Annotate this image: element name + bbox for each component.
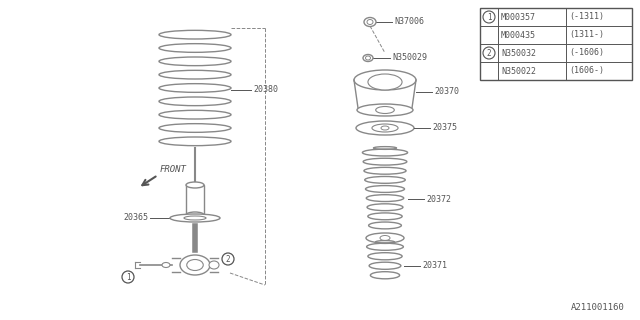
Text: N350029: N350029 (392, 53, 427, 62)
Text: A211001160: A211001160 (572, 303, 625, 312)
Ellipse shape (363, 54, 373, 61)
Text: N37006: N37006 (394, 18, 424, 27)
Text: (-1606): (-1606) (569, 49, 604, 58)
Text: 2: 2 (486, 49, 492, 58)
Ellipse shape (357, 104, 413, 116)
Text: 20371: 20371 (422, 261, 447, 270)
Text: 20370: 20370 (434, 87, 459, 97)
Ellipse shape (364, 18, 376, 27)
Ellipse shape (209, 261, 219, 269)
Text: N350022: N350022 (501, 67, 536, 76)
Ellipse shape (170, 214, 220, 222)
Ellipse shape (186, 212, 204, 218)
Ellipse shape (368, 74, 402, 90)
Ellipse shape (366, 233, 404, 243)
Text: 1: 1 (125, 273, 131, 282)
Ellipse shape (180, 255, 210, 275)
Text: 1: 1 (486, 12, 492, 21)
Bar (186, 185, 204, 215)
Text: 20372: 20372 (426, 195, 451, 204)
Text: (1311-): (1311-) (569, 30, 604, 39)
Text: 20375: 20375 (432, 124, 457, 132)
Text: (-1311): (-1311) (569, 12, 604, 21)
Text: 20365: 20365 (123, 213, 148, 222)
Text: (1606-): (1606-) (569, 67, 604, 76)
Ellipse shape (162, 262, 170, 268)
Bar (480, 8, 632, 80)
Text: FRONT: FRONT (160, 165, 187, 174)
Text: 2: 2 (226, 254, 230, 263)
Ellipse shape (356, 121, 414, 135)
Text: 20380: 20380 (253, 85, 278, 94)
Ellipse shape (372, 124, 398, 132)
Text: M000357: M000357 (501, 12, 536, 21)
Text: M000435: M000435 (501, 30, 536, 39)
Text: N350032: N350032 (501, 49, 536, 58)
Ellipse shape (354, 70, 416, 90)
Ellipse shape (186, 182, 204, 188)
